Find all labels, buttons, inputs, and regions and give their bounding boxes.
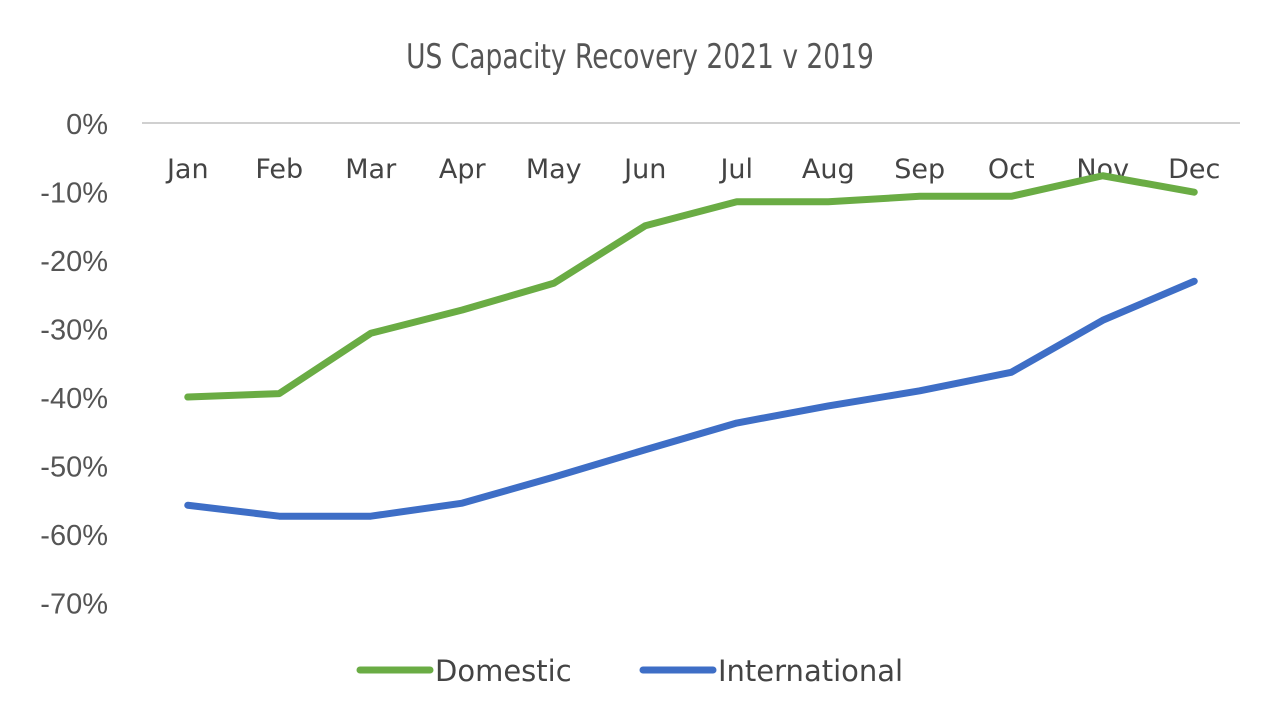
series-line-domestic [184, 172, 1198, 401]
x-tick-label: May [526, 154, 582, 185]
y-tick-label: 0% [66, 109, 108, 141]
x-tick-label: Mar [345, 154, 397, 185]
legend-label: International [718, 654, 903, 688]
y-axis: 0% -10% -20% -30% -40% -50% -60% -70% [40, 109, 108, 621]
x-tick-label: Feb [255, 154, 303, 185]
x-tick-label: Jul [718, 154, 753, 185]
x-tick-label: Oct [988, 154, 1035, 185]
legend: Domestic International [356, 654, 903, 688]
x-axis: Jan Feb Mar Apr May Jun Jul Aug Sep Oct Nov Dec [165, 154, 1220, 185]
x-tick-label: Aug [802, 154, 855, 185]
x-tick-label: Jun [622, 154, 666, 185]
x-tick-label: Sep [894, 154, 945, 185]
chart-title: US Capacity Recovery 2021 v 2019 [406, 38, 874, 77]
x-tick-label: Dec [1168, 154, 1220, 185]
legend-item-domestic: Domestic [356, 654, 572, 688]
series-line-international [184, 277, 1198, 520]
x-tick-label: Apr [439, 154, 487, 185]
y-tick-label: -30% [40, 315, 108, 347]
y-tick-label: -20% [40, 246, 108, 278]
legend-item-international: International [639, 654, 903, 688]
y-tick-label: -10% [40, 178, 108, 210]
y-tick-label: -60% [40, 520, 108, 552]
x-tick-label: Jan [165, 154, 209, 185]
series-group [184, 172, 1198, 520]
legend-label: Domestic [435, 654, 572, 688]
y-tick-label: -40% [40, 383, 108, 415]
y-tick-label: -50% [40, 452, 108, 484]
y-tick-label: -70% [40, 589, 108, 621]
